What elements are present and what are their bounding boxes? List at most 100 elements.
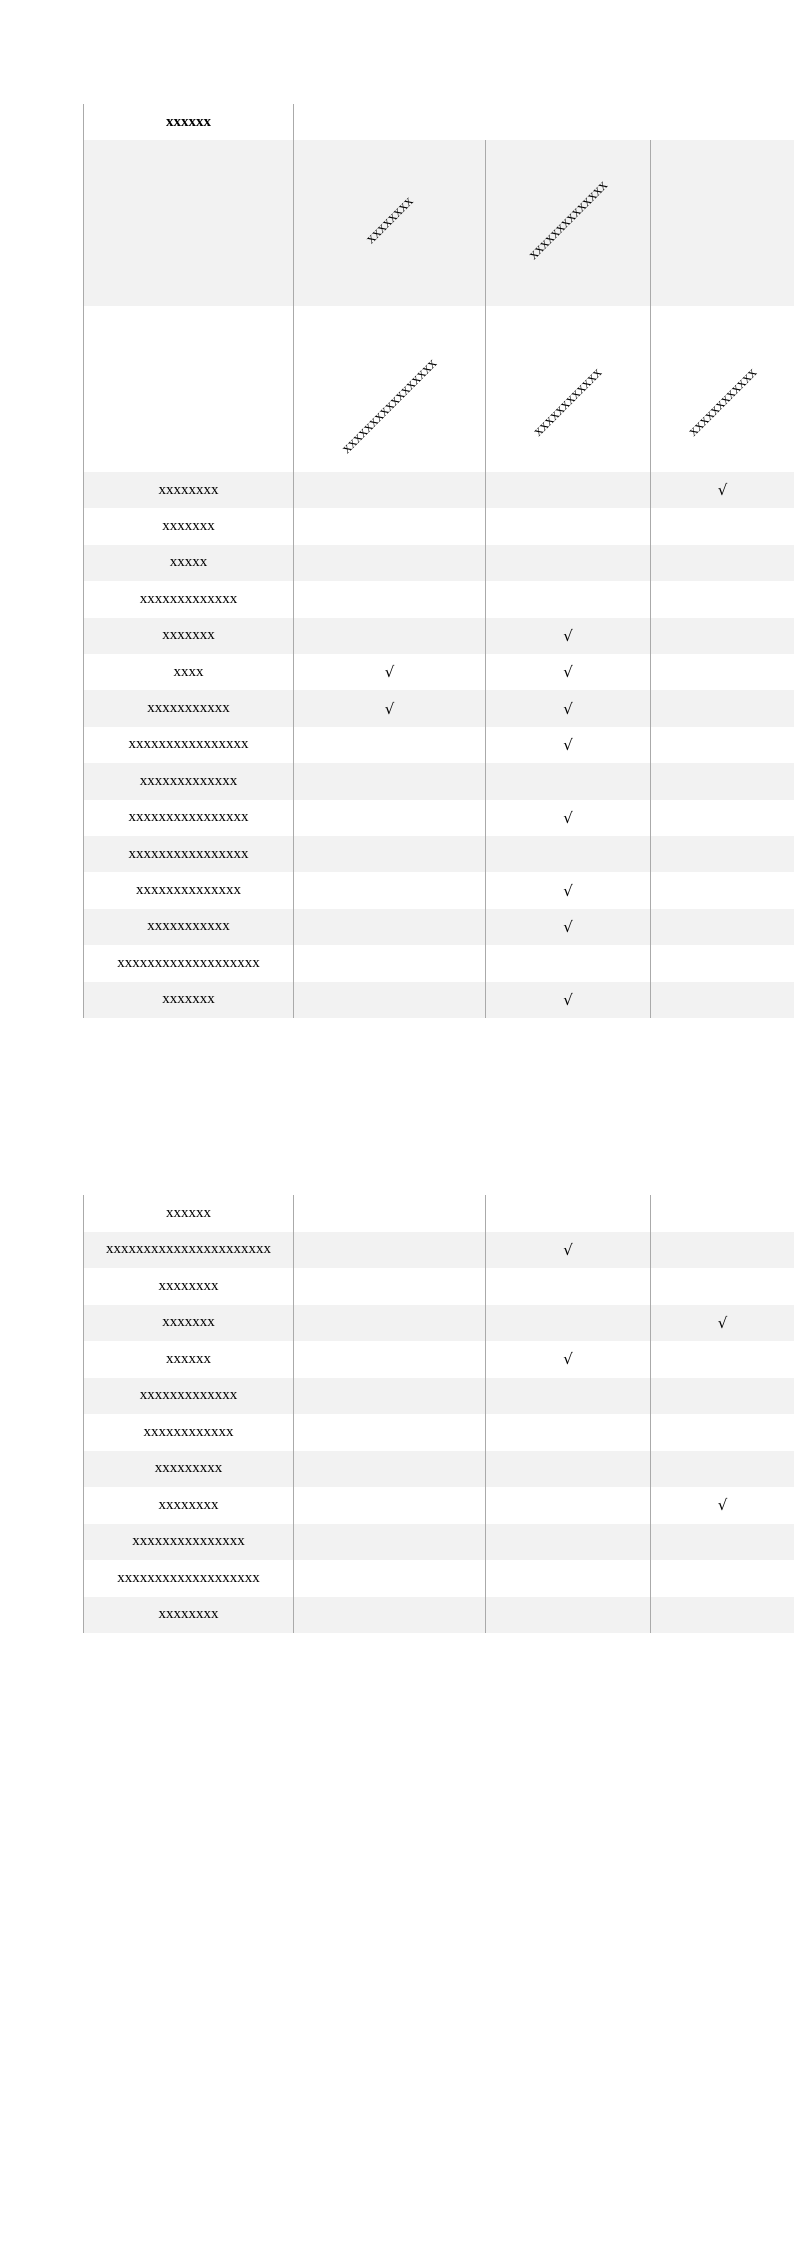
table-row: xxxx √ √ [83,654,794,691]
row-label-cell: xxxxxxxxxxxxx [83,581,293,618]
table-row: xxxxxxxx [83,1596,794,1633]
check-cell [293,472,485,509]
check-cell [293,763,485,800]
row-label-cell: xxxxxx [83,1341,293,1378]
check-cell [485,544,650,582]
row-label-cell: xxxxxxxxxxxxxx [83,872,293,909]
check-cell: √ [650,1304,794,1341]
check-cell [650,836,794,873]
check-cell [293,1377,485,1414]
row-label: xxxxxx [166,1204,211,1221]
check-cell [650,945,794,982]
row-label-cell: xxxxx [83,544,293,582]
table-row: xxxxxxx √ [83,617,794,654]
check-cell [293,1414,485,1451]
table-row: xxxxxxx √ [83,981,794,1018]
check-cell: √ [485,1341,650,1378]
check-cell [293,617,485,654]
check-cell [293,872,485,909]
check-cell [650,1195,794,1232]
check-cell [293,508,485,545]
table-row: xxxxxxx √ [83,1304,794,1341]
table-row: xxxxxxxx √ [83,472,794,509]
row-label: xxxxxxxxxxx [147,700,230,717]
check-cell [293,836,485,873]
row-label-cell: xxxxxx [83,1195,293,1232]
column-header: xxxxxxxxxxxx [684,364,760,440]
header-cell: xxxxxxxxxxxx [485,306,650,472]
check-icon: √ [563,663,573,682]
check-icon: √ [563,1240,573,1259]
row-label: xxxxxxxxxxxxxxxx [128,736,249,753]
row-label: xxxxxxxxxxxxxxxxxxx [117,954,260,971]
check-cell [293,1268,485,1305]
check-cell [485,836,650,873]
check-cell [485,945,650,982]
header-cell [650,140,794,306]
check-cell [650,581,794,618]
table-row: xxxxxx [83,1195,794,1232]
row-label-cell: xxxxxxxxxxxxxxxxxxx [83,945,293,982]
check-cell [650,763,794,800]
check-cell [650,1414,794,1451]
check-icon: √ [717,481,728,500]
check-icon: √ [384,663,395,682]
row-label: xxxxxxxxxxxxx [139,772,238,789]
table-row: xxxxxxxxxxxxxxxx √ [83,726,794,764]
check-icon: √ [563,881,573,900]
check-cell [293,1195,485,1232]
row-label-cell: xxxxxxxx [83,1596,293,1633]
row-label: xxxxxxxxxxxxxxxx [128,809,249,826]
row-label: xxxxxxxxx [154,1460,223,1477]
check-cell [650,690,794,727]
check-icon: √ [563,990,573,1009]
column-header: xxxxxxxxxxxxxxxxx [338,355,440,457]
row-label-cell: xxxxxxx [83,617,293,654]
check-cell [650,654,794,691]
table-2: xxxxxx xxxxxxxxxxxxxxxxxxxxxx √ xxxxxxxx xxx… [83,1195,794,1633]
table-row: xxxxxxxxxxxxx [83,581,794,618]
table-row: xxxxx [83,544,794,582]
check-icon: √ [563,626,573,645]
row-label-cell: xxxxxxxx [83,472,293,509]
table-row: xxxxxxx [83,508,794,545]
row-label: xxxxxxxxxxxxxxxxxxxxxx [106,1241,271,1258]
check-icon: √ [563,735,573,754]
check-icon: √ [384,699,395,718]
empty-cell [293,104,485,140]
check-cell: √ [650,472,794,509]
table-row: xxxxxxxxxxxxxxx [83,1523,794,1560]
table-row: xxxxxxxxxxxxx [83,1377,794,1414]
check-cell: √ [485,872,650,909]
table-title-row: xxxxxx [83,104,794,140]
check-cell [485,1560,650,1597]
check-cell [650,1450,794,1487]
check-cell [293,726,485,764]
check-cell: √ [485,654,650,691]
check-cell: √ [485,617,650,654]
check-icon: √ [563,917,573,936]
row-label: xxxx [173,663,204,680]
header-cell: xxxxxxxx [293,140,485,306]
header-cell [83,140,293,306]
check-cell [293,981,485,1018]
table-row: xxxxxxxxxxxxxxxx [83,836,794,873]
row-label: xxxxxxxxxxxxx [139,1387,238,1404]
check-cell: √ [485,726,650,764]
check-cell [485,1596,650,1633]
check-cell [650,1560,794,1597]
table-row: xxxxxxxxxxxxxxxxxxxxxx √ [83,1231,794,1268]
check-cell: √ [485,908,650,946]
check-cell [293,945,485,982]
check-cell [650,908,794,946]
check-cell [485,1304,650,1341]
table-1: xxxxxx xxxxxxxx xxxxxxxxxxxxxx xxxxxxxxx… [83,104,794,1018]
row-label: xxxxxxxx [158,1496,219,1513]
check-cell [485,581,650,618]
check-cell [485,763,650,800]
check-cell [293,1341,485,1378]
row-label: xxxxxxxxxxxxxxxx [128,845,249,862]
row-label: xxxxxxxxxxxxx [139,590,238,607]
check-cell [650,508,794,545]
check-cell: √ [485,690,650,727]
